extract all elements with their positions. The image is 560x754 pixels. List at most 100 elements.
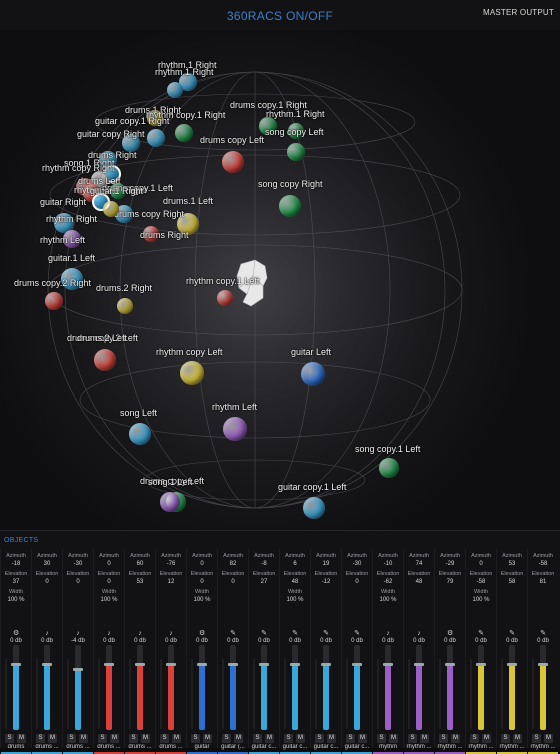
object-ball[interactable] xyxy=(223,417,247,441)
mute-button[interactable]: M xyxy=(513,734,522,743)
gain-db-value[interactable]: 0 db xyxy=(444,638,456,644)
gain-db-value[interactable]: 0 db xyxy=(506,638,518,644)
solo-button[interactable]: S xyxy=(439,734,448,743)
solo-button[interactable]: S xyxy=(470,734,479,743)
object-ball[interactable] xyxy=(54,213,74,233)
solo-button[interactable]: S xyxy=(532,734,541,743)
gain-db-value[interactable]: 0 db xyxy=(413,638,425,644)
object-ball[interactable] xyxy=(167,82,183,98)
azimuth-value[interactable]: 53 xyxy=(508,561,516,567)
object-ball[interactable] xyxy=(103,201,119,217)
instrument-icon[interactable]: ✎ xyxy=(261,630,267,637)
azimuth-value[interactable]: -8 xyxy=(261,561,267,567)
azimuth-value[interactable]: 30 xyxy=(43,561,51,567)
instrument-icon[interactable]: ✎ xyxy=(509,630,515,637)
mute-button[interactable]: M xyxy=(482,734,491,743)
gain-db-value[interactable]: 0 db xyxy=(165,638,177,644)
fader-knob[interactable] xyxy=(352,662,362,666)
width-value[interactable]: 100 % xyxy=(193,597,211,603)
solo-button[interactable]: S xyxy=(346,734,355,743)
solo-button[interactable]: S xyxy=(501,734,510,743)
width-value[interactable]: 100 % xyxy=(7,597,25,603)
volume-fader[interactable] xyxy=(42,645,52,730)
fader-knob[interactable] xyxy=(42,662,52,666)
object-ball[interactable] xyxy=(279,195,301,217)
instrument-icon[interactable]: ♪ xyxy=(169,630,173,637)
instrument-icon[interactable]: ♪ xyxy=(138,630,142,637)
mute-button[interactable]: M xyxy=(110,734,119,743)
width-value[interactable]: 100 % xyxy=(379,597,397,603)
elevation-value[interactable]: 81 xyxy=(539,579,547,585)
mute-button[interactable]: M xyxy=(79,734,88,743)
object-ball[interactable] xyxy=(147,110,163,126)
azimuth-value[interactable]: 0 xyxy=(107,561,111,567)
mute-button[interactable]: M xyxy=(48,734,57,743)
azimuth-value[interactable]: -18 xyxy=(11,561,21,567)
instrument-icon[interactable]: ♪ xyxy=(107,630,111,637)
object-ball[interactable] xyxy=(175,124,193,142)
volume-fader[interactable] xyxy=(445,645,455,730)
volume-fader[interactable] xyxy=(383,645,393,730)
mute-button[interactable]: M xyxy=(420,734,429,743)
azimuth-value[interactable]: 0 xyxy=(200,561,204,567)
azimuth-value[interactable]: -30 xyxy=(352,561,362,567)
solo-button[interactable]: S xyxy=(222,734,231,743)
object-ball[interactable] xyxy=(287,143,305,161)
gain-db-value[interactable]: 0 db xyxy=(227,638,239,644)
object-ball[interactable] xyxy=(129,423,151,445)
azimuth-value[interactable]: 0 xyxy=(479,561,483,567)
object-ball[interactable] xyxy=(45,292,63,310)
instrument-icon[interactable]: ⚙ xyxy=(13,630,20,637)
fader-knob[interactable] xyxy=(476,662,486,666)
fader-knob[interactable] xyxy=(445,662,455,666)
elevation-value[interactable]: 48 xyxy=(291,579,299,585)
fader-knob[interactable] xyxy=(73,667,83,671)
fader-knob[interactable] xyxy=(321,662,331,666)
object-ball[interactable] xyxy=(259,117,277,135)
elevation-value[interactable]: 0 xyxy=(200,579,204,585)
instrument-icon[interactable]: ⚙ xyxy=(447,630,454,637)
mute-button[interactable]: M xyxy=(327,734,336,743)
volume-fader[interactable] xyxy=(104,645,114,730)
solo-button[interactable]: S xyxy=(36,734,45,743)
width-value[interactable]: 100 % xyxy=(100,597,118,603)
object-ball[interactable] xyxy=(61,268,83,290)
volume-fader[interactable] xyxy=(352,645,362,730)
elevation-value[interactable]: 0 xyxy=(231,579,235,585)
instrument-icon[interactable]: ✎ xyxy=(323,630,329,637)
mute-button[interactable]: M xyxy=(17,734,26,743)
solo-button[interactable]: S xyxy=(160,734,169,743)
gain-db-value[interactable]: 0 db xyxy=(351,638,363,644)
solo-button[interactable]: S xyxy=(5,734,14,743)
gain-db-value[interactable]: 0 db xyxy=(196,638,208,644)
azimuth-value[interactable]: 60 xyxy=(136,561,144,567)
volume-fader[interactable] xyxy=(73,645,83,730)
mute-button[interactable]: M xyxy=(358,734,367,743)
gain-db-value[interactable]: -4 db xyxy=(71,638,85,644)
elevation-value[interactable]: 12 xyxy=(167,579,175,585)
object-ball[interactable] xyxy=(177,213,199,235)
object-ball[interactable] xyxy=(99,151,117,169)
volume-fader[interactable] xyxy=(259,645,269,730)
volume-fader[interactable] xyxy=(228,645,238,730)
azimuth-value[interactable]: -10 xyxy=(383,561,393,567)
fader-knob[interactable] xyxy=(414,662,424,666)
volume-fader[interactable] xyxy=(321,645,331,730)
elevation-value[interactable]: 79 xyxy=(446,579,454,585)
azimuth-value[interactable]: -29 xyxy=(445,561,455,567)
fader-knob[interactable] xyxy=(197,662,207,666)
master-output-button[interactable]: MASTER OUTPUT xyxy=(482,8,554,17)
instrument-icon[interactable]: ♪ xyxy=(386,630,390,637)
instrument-icon[interactable]: ✎ xyxy=(540,630,546,637)
object-ball[interactable] xyxy=(301,362,325,386)
width-value[interactable]: 100 % xyxy=(286,597,304,603)
azimuth-value[interactable]: -58 xyxy=(538,561,548,567)
volume-fader[interactable] xyxy=(476,645,486,730)
instrument-icon[interactable]: ✎ xyxy=(354,630,360,637)
object-ball[interactable] xyxy=(147,129,165,147)
elevation-value[interactable]: 27 xyxy=(260,579,268,585)
elevation-value[interactable]: -62 xyxy=(383,579,393,585)
volume-fader[interactable] xyxy=(11,645,21,730)
azimuth-value[interactable]: -76 xyxy=(166,561,176,567)
object-ball[interactable] xyxy=(180,361,204,385)
